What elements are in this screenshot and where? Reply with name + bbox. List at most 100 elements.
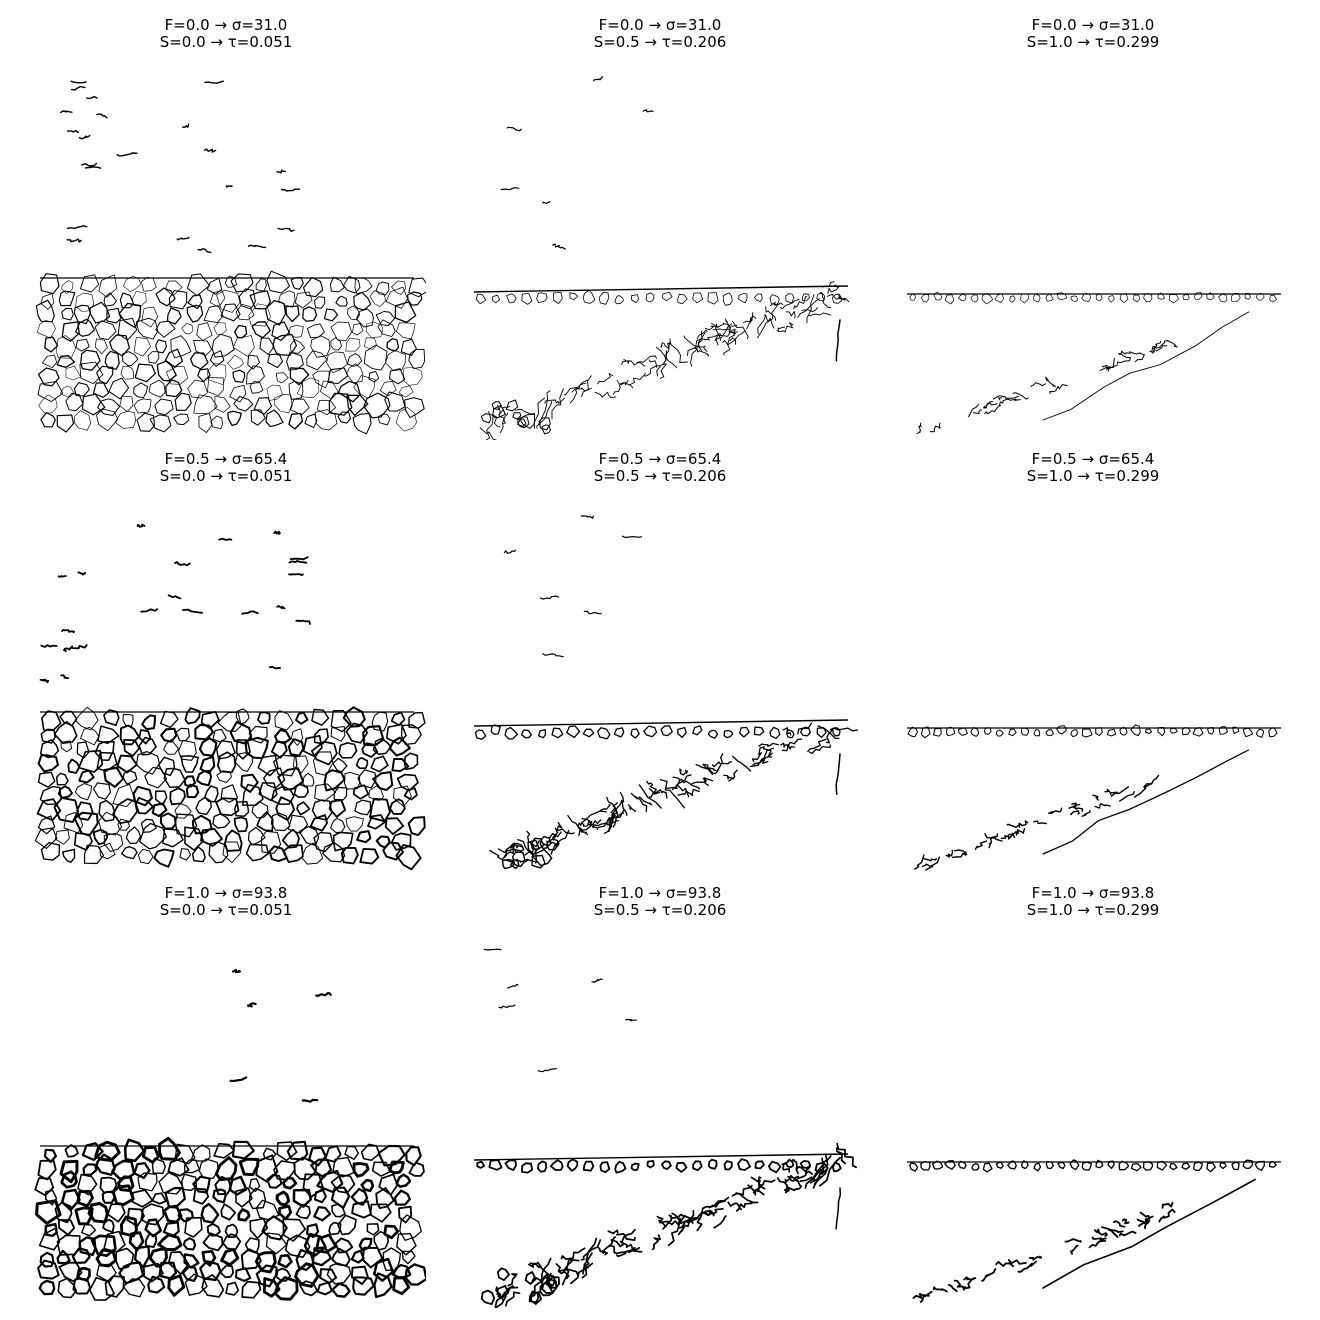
edge-stroke bbox=[539, 595, 560, 600]
edge-stroke bbox=[473, 1153, 849, 1161]
grain-cell bbox=[330, 726, 346, 742]
grain-cell bbox=[167, 1274, 186, 1297]
edge-stroke bbox=[1155, 345, 1168, 352]
edge-stroke bbox=[696, 329, 708, 340]
grain-cell bbox=[737, 1158, 751, 1171]
grain-cell bbox=[753, 726, 765, 736]
edge-stroke bbox=[628, 372, 647, 386]
edge-stroke bbox=[203, 148, 217, 153]
grain-cell bbox=[281, 828, 300, 849]
grain-cell bbox=[272, 333, 298, 356]
edge-stroke bbox=[620, 1228, 636, 1244]
edge-stroke bbox=[1119, 791, 1135, 802]
edge-stroke bbox=[1042, 1178, 1256, 1289]
panel-r3-c1: F=1.0 → σ=93.8 S=0.0 → τ=0.051 bbox=[26, 868, 426, 1301]
grain-cell bbox=[184, 1216, 203, 1238]
edge-stroke bbox=[723, 328, 736, 356]
grain-cell bbox=[302, 734, 323, 757]
grain-cell bbox=[40, 412, 56, 428]
grain-cell bbox=[920, 1161, 931, 1171]
edge-stroke bbox=[1101, 1226, 1119, 1238]
grain-cell bbox=[256, 811, 274, 832]
grain-cell bbox=[1218, 293, 1228, 303]
edge-stroke bbox=[564, 382, 587, 396]
grain-cell bbox=[196, 769, 213, 787]
edge-map-image bbox=[26, 494, 426, 874]
grain-cell bbox=[351, 1200, 372, 1219]
grain-cell bbox=[213, 1142, 235, 1159]
grain-cell bbox=[155, 287, 176, 307]
grain-cell bbox=[164, 348, 184, 368]
edge-stroke bbox=[1045, 376, 1056, 387]
edge-stroke bbox=[1033, 820, 1047, 825]
grain-cell bbox=[255, 1264, 278, 1288]
grain-cell bbox=[286, 1140, 309, 1161]
grain-cell bbox=[248, 725, 268, 744]
grain-cell bbox=[166, 366, 189, 385]
panel-r1-c2: F=0.0 → σ=31.0 S=0.5 → τ=0.206 bbox=[460, 0, 860, 440]
grain-cell bbox=[361, 1246, 384, 1269]
grain-cell bbox=[183, 1159, 201, 1174]
grain-cell bbox=[202, 1232, 224, 1252]
grain-cell bbox=[306, 350, 328, 371]
edge-stroke bbox=[983, 401, 994, 409]
grain-cell bbox=[72, 1277, 91, 1295]
grain-cell bbox=[408, 348, 426, 369]
grain-cell bbox=[119, 395, 134, 413]
grain-cell bbox=[909, 293, 916, 301]
edge-stroke bbox=[167, 594, 182, 600]
grain-cell bbox=[103, 832, 124, 852]
grain-cell bbox=[296, 801, 311, 816]
panel-title-tau: S=0.5 → τ=0.206 bbox=[593, 901, 727, 919]
grain-cell bbox=[268, 845, 288, 863]
grain-cell bbox=[79, 274, 100, 293]
grain-cell bbox=[265, 409, 284, 428]
grain-cell bbox=[367, 814, 386, 830]
grain-cell bbox=[187, 294, 203, 310]
grain-cell bbox=[365, 321, 384, 338]
grain-cell bbox=[970, 294, 979, 303]
grain-cell bbox=[120, 366, 134, 380]
grain-cell bbox=[512, 842, 525, 854]
edge-stroke bbox=[1081, 810, 1091, 817]
grain-cell bbox=[692, 292, 704, 304]
grain-cell bbox=[392, 1276, 411, 1296]
grain-cell bbox=[138, 736, 157, 756]
grain-cell bbox=[707, 1158, 718, 1170]
grain-cell bbox=[245, 843, 270, 862]
grain-cell bbox=[386, 338, 400, 352]
edge-stroke bbox=[742, 315, 757, 324]
grain-cell bbox=[39, 1251, 55, 1268]
grain-cell bbox=[353, 291, 372, 311]
grain-cell bbox=[535, 848, 553, 867]
grain-cell bbox=[255, 1154, 279, 1183]
edge-stroke bbox=[182, 608, 203, 614]
edge-stroke bbox=[662, 1215, 673, 1230]
edge-stroke bbox=[679, 768, 689, 776]
grain-cell bbox=[139, 822, 167, 850]
grain-cell bbox=[995, 729, 1004, 737]
grain-cell bbox=[64, 1144, 79, 1158]
grain-cell bbox=[38, 1279, 56, 1296]
edge-stroke bbox=[247, 244, 267, 249]
grain-cell bbox=[1108, 295, 1115, 303]
grain-cell bbox=[306, 323, 325, 339]
edge-stroke bbox=[758, 742, 780, 747]
grain-cell bbox=[137, 848, 154, 865]
grain-cell bbox=[163, 739, 180, 755]
edge-stroke bbox=[779, 298, 800, 310]
edge-stroke bbox=[1110, 786, 1130, 797]
grain-cell bbox=[118, 302, 142, 329]
edge-stroke bbox=[954, 849, 968, 856]
grain-cell bbox=[210, 415, 223, 430]
grain-cell bbox=[216, 289, 241, 313]
grain-cell bbox=[98, 799, 116, 822]
edge-stroke bbox=[578, 820, 593, 837]
grain-cell bbox=[106, 307, 122, 324]
panel-r2-c2: F=0.5 → σ=65.4 S=0.5 → τ=0.206 bbox=[460, 434, 860, 870]
grain-cell bbox=[907, 726, 918, 738]
grain-cell bbox=[199, 1260, 222, 1282]
grain-cell bbox=[225, 1281, 240, 1296]
grain-cell bbox=[814, 1161, 829, 1175]
grain-cell bbox=[327, 367, 349, 385]
